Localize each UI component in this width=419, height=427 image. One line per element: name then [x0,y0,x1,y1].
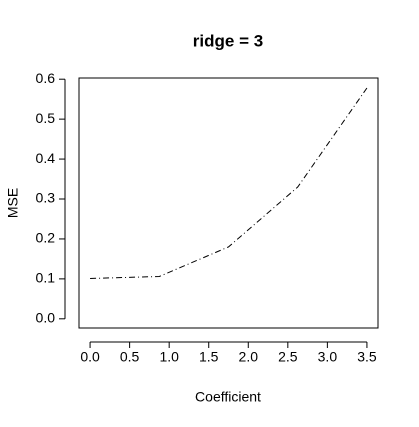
plot-box [78,77,379,329]
x-tick-label: 3.0 [318,349,338,365]
x-tick-label: 1.5 [199,349,219,365]
y-tick-label: 0.0 [36,310,56,326]
y-tick-label: 0.1 [36,270,56,286]
y-tick-label: 0.4 [36,150,56,166]
x-tick-label: 0.5 [120,349,140,365]
x-tick-label: 2.0 [239,349,259,365]
x-tick-label: 0.0 [80,349,100,365]
x-tick-label: 1.0 [159,349,179,365]
y-tick-label: 0.3 [36,190,56,206]
y-axis-label: MSE [5,188,21,218]
chart-title: ridge = 3 [193,31,263,50]
y-tick-label: 0.5 [36,110,56,126]
x-axis-label: Coefficient [195,389,261,405]
y-tick-label: 0.2 [36,230,56,246]
x-tick-label: 2.5 [278,349,298,365]
line [90,87,368,279]
x-tick-label: 3.5 [357,349,377,365]
y-tick-label: 0.6 [36,70,56,86]
